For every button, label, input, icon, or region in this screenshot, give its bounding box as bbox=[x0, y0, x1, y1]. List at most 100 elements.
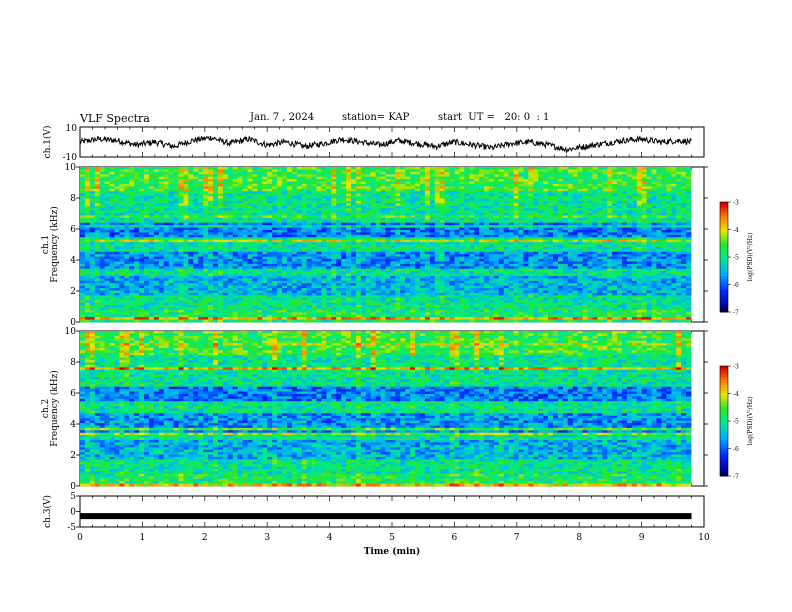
spectrogram-cell bbox=[282, 285, 288, 289]
spectrogram-cell bbox=[208, 188, 214, 192]
spectrogram-cell bbox=[80, 302, 86, 306]
spectrogram-cell bbox=[252, 317, 258, 320]
spectrogram-cell bbox=[227, 191, 234, 195]
spectrogram-cell bbox=[178, 290, 184, 294]
spectrogram-cell bbox=[139, 179, 145, 182]
spectrogram-cell bbox=[370, 229, 377, 233]
spectrogram-cell bbox=[163, 186, 170, 190]
spectrogram-cell bbox=[331, 227, 337, 231]
spectrogram-cell bbox=[360, 217, 367, 221]
spectrogram-cell bbox=[370, 196, 377, 199]
spectrogram-cell bbox=[242, 307, 248, 311]
spectrogram-cell bbox=[370, 169, 377, 173]
spectrogram-cell bbox=[410, 227, 416, 231]
spectrogram-cell bbox=[272, 210, 278, 214]
spectrogram-cell bbox=[80, 283, 86, 287]
spectrogram-cell bbox=[395, 181, 401, 185]
spectrogram-cell bbox=[429, 198, 436, 202]
spectrogram-cell bbox=[341, 198, 347, 202]
spectrogram-cell bbox=[257, 292, 263, 296]
spectrogram-cell bbox=[311, 314, 317, 318]
spectrogram-cell bbox=[242, 210, 248, 214]
spectrogram-cell bbox=[139, 271, 145, 274]
spectrogram-cell bbox=[237, 225, 244, 228]
spectrogram-cell bbox=[277, 317, 283, 320]
spectrogram-cell bbox=[291, 307, 298, 311]
spectrogram-cell bbox=[341, 319, 347, 323]
spectrogram-cell bbox=[168, 273, 175, 277]
spectrogram-cell bbox=[242, 176, 248, 180]
spectrogram-cell bbox=[267, 169, 273, 173]
spectrogram-cell bbox=[148, 319, 155, 323]
spectrogram-cell bbox=[242, 288, 248, 291]
spectrogram-cell bbox=[267, 263, 273, 267]
spectrogram-cell bbox=[134, 251, 140, 255]
spectrogram-cell bbox=[153, 169, 160, 173]
spectrogram-cell bbox=[355, 171, 362, 175]
spectrogram-cell bbox=[365, 273, 372, 277]
spectrogram-cell bbox=[124, 237, 130, 241]
spectrogram-cell bbox=[213, 251, 219, 255]
spectrogram-cell bbox=[208, 242, 214, 245]
spectrogram-cell bbox=[183, 307, 189, 311]
spectrogram-cell bbox=[351, 222, 357, 226]
spectrogram-cell bbox=[109, 263, 115, 267]
spectrogram-cell bbox=[208, 309, 214, 313]
spectrogram-cell bbox=[282, 205, 288, 209]
spectrogram-cell bbox=[419, 198, 426, 202]
spectrogram-cell bbox=[400, 259, 406, 262]
spectrogram-cell bbox=[222, 191, 229, 195]
spectrogram-cell bbox=[400, 285, 406, 289]
spectrogram-cell bbox=[365, 188, 372, 192]
spectrogram-cell bbox=[144, 249, 150, 253]
spectrogram-cell bbox=[173, 200, 179, 204]
spectrogram-cell bbox=[262, 290, 268, 294]
spectrogram-cell bbox=[400, 186, 406, 190]
spectrogram-cell bbox=[109, 283, 115, 287]
spectrogram-cell bbox=[119, 203, 125, 207]
spectrogram-cell bbox=[153, 288, 160, 291]
spectrogram-cell bbox=[158, 261, 165, 265]
spectrogram-cell bbox=[247, 191, 253, 195]
spectrogram-cell bbox=[365, 215, 372, 219]
spectrogram-cell bbox=[104, 297, 110, 301]
spectrogram-cell bbox=[291, 244, 298, 248]
spectrogram-cell bbox=[375, 295, 381, 299]
spectrogram-cell bbox=[375, 169, 381, 173]
spectrogram-cell bbox=[104, 275, 110, 279]
spectrogram-cell bbox=[360, 275, 367, 279]
spectrogram-cell bbox=[193, 167, 199, 170]
spectrogram-cell bbox=[351, 174, 357, 178]
spectrogram-cell bbox=[360, 222, 367, 226]
spectrogram-cell bbox=[114, 292, 120, 296]
spectrogram-cell bbox=[84, 239, 91, 243]
spectrogram-cell bbox=[346, 242, 352, 245]
spectrogram-cell bbox=[410, 193, 416, 197]
spectrogram-cell bbox=[286, 220, 293, 224]
spectrogram-cell bbox=[208, 186, 214, 190]
spectrogram-cell bbox=[336, 234, 342, 238]
spectrogram-cell bbox=[326, 285, 332, 289]
spectrogram-cell bbox=[400, 229, 406, 233]
spectrogram-cell bbox=[237, 176, 244, 180]
spectrogram-cell bbox=[227, 232, 234, 236]
spectrogram-cell bbox=[227, 290, 234, 294]
spectrogram-cell bbox=[158, 176, 165, 180]
spectrogram-cell bbox=[375, 196, 381, 199]
spectrogram-cell bbox=[424, 317, 431, 320]
spectrogram-cell bbox=[360, 242, 367, 245]
spectrogram-cell bbox=[242, 232, 248, 236]
spectrogram-cell bbox=[94, 259, 101, 262]
spectrogram-cell bbox=[109, 297, 115, 301]
spectrogram-cell bbox=[257, 210, 263, 214]
spectrogram-cell bbox=[282, 266, 288, 270]
spectrogram-cell bbox=[84, 242, 91, 245]
spectrogram-cell bbox=[415, 188, 421, 192]
spectrogram-cell bbox=[148, 246, 155, 250]
spectrogram-cell bbox=[178, 205, 184, 209]
spectrogram-cell bbox=[139, 256, 145, 260]
spectrogram-cell bbox=[203, 280, 209, 284]
spectrogram-cell bbox=[375, 176, 381, 180]
spectrogram-cell bbox=[331, 288, 337, 291]
spectrogram-cell bbox=[213, 191, 219, 195]
